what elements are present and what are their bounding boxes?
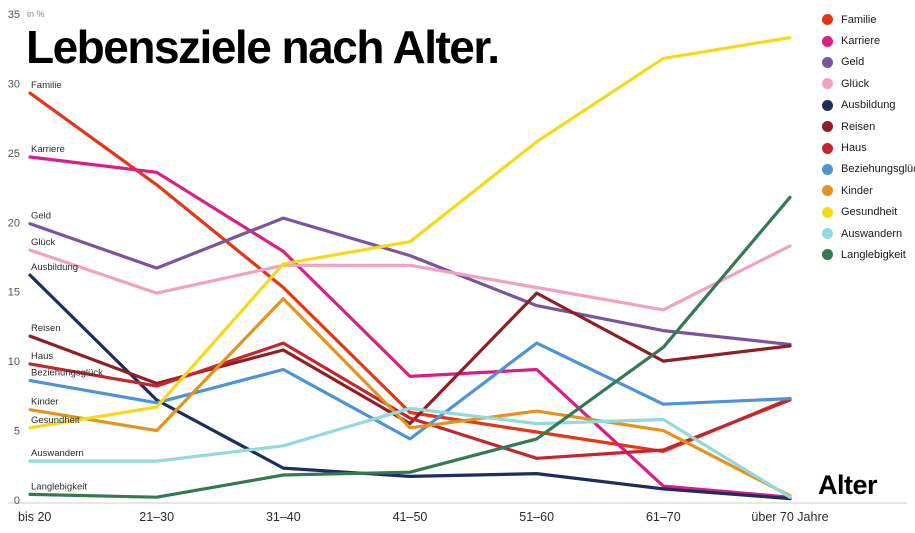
series-line-beziehungsgluck	[28, 341, 792, 441]
y-tick-label: 10	[8, 356, 20, 368]
legend-dot-icon	[822, 99, 833, 111]
x-tick-label: 51–60	[519, 510, 554, 524]
legend-label: Glück	[841, 77, 870, 90]
legend-dot-icon	[822, 163, 833, 175]
series-start-label-auswandern: Auswandern	[31, 448, 84, 459]
y-tick-label: 20	[8, 217, 20, 229]
legend-item-langlebigkeit: Langlebigkeit	[822, 244, 915, 265]
series-line-familie	[28, 91, 792, 453]
legend-item-geld: Geld	[822, 52, 915, 73]
legend-dot-icon	[822, 249, 833, 261]
y-axis-ticks: 0 5 10 15 20 25 30 35	[8, 9, 20, 507]
legend-label: Haus	[841, 142, 867, 155]
legend-label: Geld	[841, 56, 865, 69]
legend-label: Familie	[841, 13, 877, 26]
series-start-label-ausbildung: Ausbildung	[31, 262, 78, 273]
series-start-labels: Familie Karriere Geld Glück Ausbildung Reisen…	[31, 80, 103, 492]
series-start-label-karriere: Karriere	[31, 144, 65, 155]
legend-dot-icon	[822, 185, 833, 197]
series-start-label-gluck: Glück	[31, 237, 56, 248]
x-axis-labels: bis 20 21–30 31–40 41–50 51–60 61–70 über 70 J…	[18, 510, 829, 524]
series-start-label-gesundheit: Gesundheit	[31, 415, 80, 426]
legend-item-reisen: Reisen	[822, 116, 915, 137]
legend-item-ausbildung: Ausbildung	[822, 95, 915, 116]
series-line-auswandern	[28, 406, 792, 499]
y-axis-unit-label: in %	[27, 9, 45, 19]
legend-dot-icon	[822, 121, 833, 133]
series-line-haus	[28, 341, 792, 460]
series-start-label-kinder: Kinder	[31, 397, 58, 408]
legend-label: Reisen	[841, 120, 876, 133]
legend-item-gesundheit: Gesundheit	[822, 202, 915, 223]
legend-dot-icon	[822, 78, 833, 90]
x-tick-label: 31–40	[266, 510, 301, 524]
series-line-reisen	[28, 291, 792, 426]
x-axis-title: Alter	[818, 470, 878, 500]
y-tick-label: 25	[8, 148, 20, 160]
legend-item-gluck: Glück	[822, 73, 915, 94]
series-lines	[28, 35, 792, 501]
legend: Familie Karriere Geld Glück Ausbildung Reisen…	[822, 9, 915, 266]
series-line-ausbildung	[28, 273, 792, 501]
series-line-gluck	[28, 244, 792, 312]
series-start-label-langlebigkeit: Langlebigkeit	[31, 481, 87, 492]
legend-label: Kinder	[841, 184, 873, 197]
y-tick-label: 0	[14, 495, 20, 507]
legend-item-kinder: Kinder	[822, 180, 915, 201]
series-line-langlebigkeit	[28, 195, 792, 499]
series-start-label-haus: Haus	[31, 351, 53, 362]
y-tick-label: 15	[8, 287, 20, 299]
x-tick-label: über 70 Jahre	[751, 510, 828, 524]
legend-label: Auswandern	[841, 227, 903, 240]
legend-dot-icon	[822, 142, 833, 154]
legend-dot-icon	[822, 228, 833, 240]
series-start-label-geld: Geld	[31, 211, 51, 222]
y-tick-label: 35	[8, 9, 20, 21]
y-tick-label: 5	[14, 426, 20, 438]
series-start-label-reisen: Reisen	[31, 323, 61, 334]
series-start-label-familie: Familie	[31, 80, 62, 91]
y-tick-label: 30	[8, 78, 20, 90]
legend-label: Gesundheit	[841, 206, 898, 219]
legend-label: Langlebigkeit	[841, 248, 906, 261]
x-tick-label: bis 20	[18, 510, 51, 524]
x-tick-label: 21–30	[139, 510, 174, 524]
legend-item-familie: Familie	[822, 9, 915, 30]
x-tick-label: 41–50	[393, 510, 428, 524]
legend-label: Ausbildung	[841, 99, 896, 112]
series-line-gesundheit	[28, 35, 792, 430]
series-line-geld	[28, 216, 792, 347]
legend-item-haus: Haus	[822, 137, 915, 158]
legend-item-karriere: Karriere	[822, 30, 915, 51]
series-line-kinder	[28, 297, 792, 498]
legend-item-beziehungsgluck: Beziehungsglück	[822, 159, 915, 180]
legend-dot-icon	[822, 206, 833, 218]
series-line-karriere	[28, 155, 792, 499]
legend-label: Karriere	[841, 35, 881, 48]
legend-item-auswandern: Auswandern	[822, 223, 915, 244]
legend-dot-icon	[822, 56, 833, 68]
chart-title: Lebensziele nach Alter.	[26, 21, 500, 73]
series-start-label-beziehungsgluck: Beziehungsglück	[31, 368, 103, 379]
legend-dot-icon	[822, 14, 833, 26]
x-tick-label: 61–70	[646, 510, 681, 524]
legend-dot-icon	[822, 35, 833, 47]
legend-label: Beziehungsglück	[841, 163, 915, 176]
